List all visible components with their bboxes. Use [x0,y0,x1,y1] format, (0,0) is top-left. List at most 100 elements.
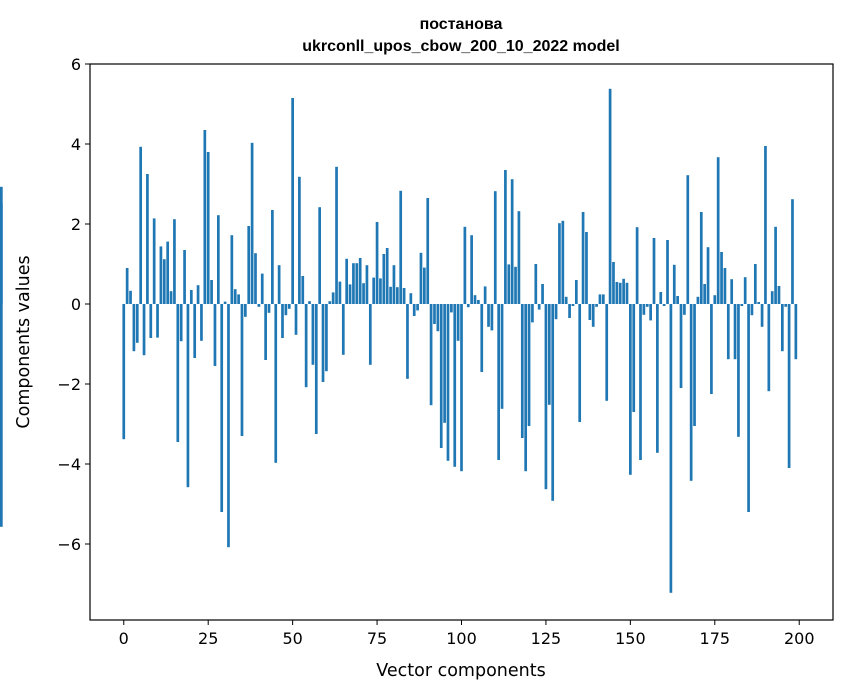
bar-60 [325,304,328,372]
bar-70 [358,258,362,304]
bar-73 [368,304,372,365]
chart-title: постанова [420,16,503,33]
bar-172 [703,284,707,304]
bar-199 [794,304,798,360]
bar-184 [743,277,747,304]
bar-153 [639,304,642,460]
bar-178 [723,268,727,304]
bar-128 [554,304,558,320]
bar-82 [399,190,403,304]
bar-74 [372,277,376,304]
bar-127 [551,304,555,501]
bar-91 [429,304,433,406]
bar-156 [649,304,652,321]
bar-19 [186,304,190,488]
x-tick-label: 100 [446,629,477,648]
bar-26 [210,280,213,304]
x-axis-ticks: 0 25 50 75 100 125 150 175 200 [119,620,815,648]
bar-81 [395,287,399,304]
x-tick-label: 75 [367,629,387,648]
bars-group [0,88,798,593]
bar-141 [598,294,602,304]
y-tick-label: −4 [57,455,81,474]
bar-32 [230,235,234,304]
bar-109 [490,304,494,331]
x-tick-label: 125 [531,629,562,648]
x-tick-label: 25 [198,629,218,648]
bar-114 [507,264,511,304]
bar-117 [517,211,521,304]
bar-62 [331,292,335,304]
bar-147 [618,282,622,304]
bar-193 [774,226,777,304]
bar-118 [520,304,524,438]
bar-160 [662,304,666,306]
bar-100 [460,304,463,472]
chart-subtitle: ukrconll_upos_cbow_200_10_2022 model [302,38,619,55]
bar-43 [267,304,271,313]
bar-165 [679,304,683,388]
bar-137 [585,232,588,304]
y-tick-label: 6 [71,55,81,74]
bar-undefined [0,304,3,527]
bar-161 [666,240,669,304]
bar-41 [260,273,264,304]
bar-195 [780,304,784,352]
bar-129 [558,223,561,304]
bar-35 [240,304,244,436]
bar-30 [223,301,227,304]
bar-85 [409,293,413,304]
bar-168 [689,304,693,481]
bar-33 [233,289,237,304]
bar-71 [362,283,365,304]
bar-194 [777,286,781,304]
bar-162 [669,304,673,593]
bar-31 [227,304,230,548]
bar-120 [527,304,531,426]
bar-55 [308,301,311,304]
bar-124 [541,284,544,304]
bar-179 [726,304,730,360]
bar-69 [355,263,359,304]
bar-34 [237,294,240,304]
bar-148 [622,278,625,304]
bar-57 [314,304,318,434]
bar-96 [446,304,450,461]
bar-54 [304,304,308,388]
bar-145 [612,262,615,304]
bar-187 [753,264,757,304]
x-tick-label: 200 [784,629,815,648]
bar-186 [750,304,754,316]
bar-67 [348,284,352,304]
bar-64 [338,281,342,304]
plot-frame [89,63,834,621]
bar-175 [713,295,717,304]
bar-119 [524,304,528,472]
bar-42 [264,304,267,360]
bar-171 [699,212,703,304]
bar-107 [483,286,487,304]
bar-138 [588,304,592,320]
bar-12 [162,259,166,304]
bar-166 [683,304,686,315]
bar-111 [497,304,500,460]
bar-18 [183,250,186,304]
bar-104 [473,295,477,304]
bar-133 [571,304,575,306]
bar-68 [352,263,355,304]
bar-150 [629,304,632,475]
bar-53 [301,276,305,304]
bar-151 [632,304,636,412]
bar-83 [402,288,406,304]
bar-61 [328,301,332,304]
bar-123 [537,304,541,310]
bar-47 [281,304,284,338]
bar-180 [730,279,734,304]
bar-28 [216,215,220,304]
bar-154 [642,304,646,315]
bar-4 [135,304,139,343]
y-axis-ticks: −6 −4 −2 0 2 4 6 [57,55,90,554]
bar-37 [247,226,251,304]
bar-56 [311,304,315,365]
